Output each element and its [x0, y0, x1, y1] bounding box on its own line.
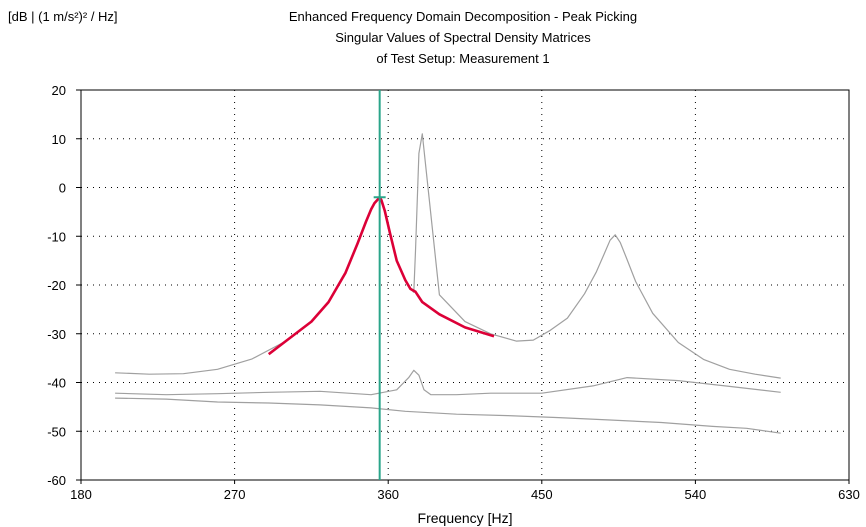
- y-tick-label: 20: [52, 83, 66, 98]
- y-axis-unit-label: [dB | (1 m/s²)² / Hz]: [8, 9, 118, 24]
- x-tick-label: 360: [377, 487, 399, 502]
- y-tick-label: -40: [47, 376, 66, 391]
- chart-title-line-2: Singular Values of Spectral Density Matr…: [335, 30, 591, 45]
- singular-value-line-sv3: [115, 397, 781, 434]
- cursor-group: [373, 90, 386, 480]
- x-axis-label: Frequency [Hz]: [418, 510, 513, 526]
- x-tick-label: 450: [531, 487, 553, 502]
- x-tick-label: 540: [685, 487, 707, 502]
- y-tick-label: 0: [59, 181, 66, 196]
- y-tick-label: 10: [52, 132, 66, 147]
- y-tick-label: -60: [47, 473, 66, 488]
- y-tick-label: -50: [47, 424, 66, 439]
- y-tick-label: -30: [47, 327, 66, 342]
- chart-title-line-3: of Test Setup: Measurement 1: [376, 51, 549, 66]
- y-tick-label: -20: [47, 278, 66, 293]
- y-tick-labels: 20 10 0 -10 -20 -30 -40 -50 -60: [47, 83, 81, 488]
- x-tick-labels: 180 270 360 450 540 630: [70, 480, 860, 502]
- grid: [81, 90, 849, 480]
- singular-value-line-sv2: [115, 369, 781, 396]
- x-tick-label: 180: [70, 487, 92, 502]
- x-tick-label: 630: [838, 487, 860, 502]
- y-tick-label: -10: [47, 229, 66, 244]
- chart-title-line-1: Enhanced Frequency Domain Decomposition …: [289, 9, 637, 24]
- x-tick-label: 270: [224, 487, 246, 502]
